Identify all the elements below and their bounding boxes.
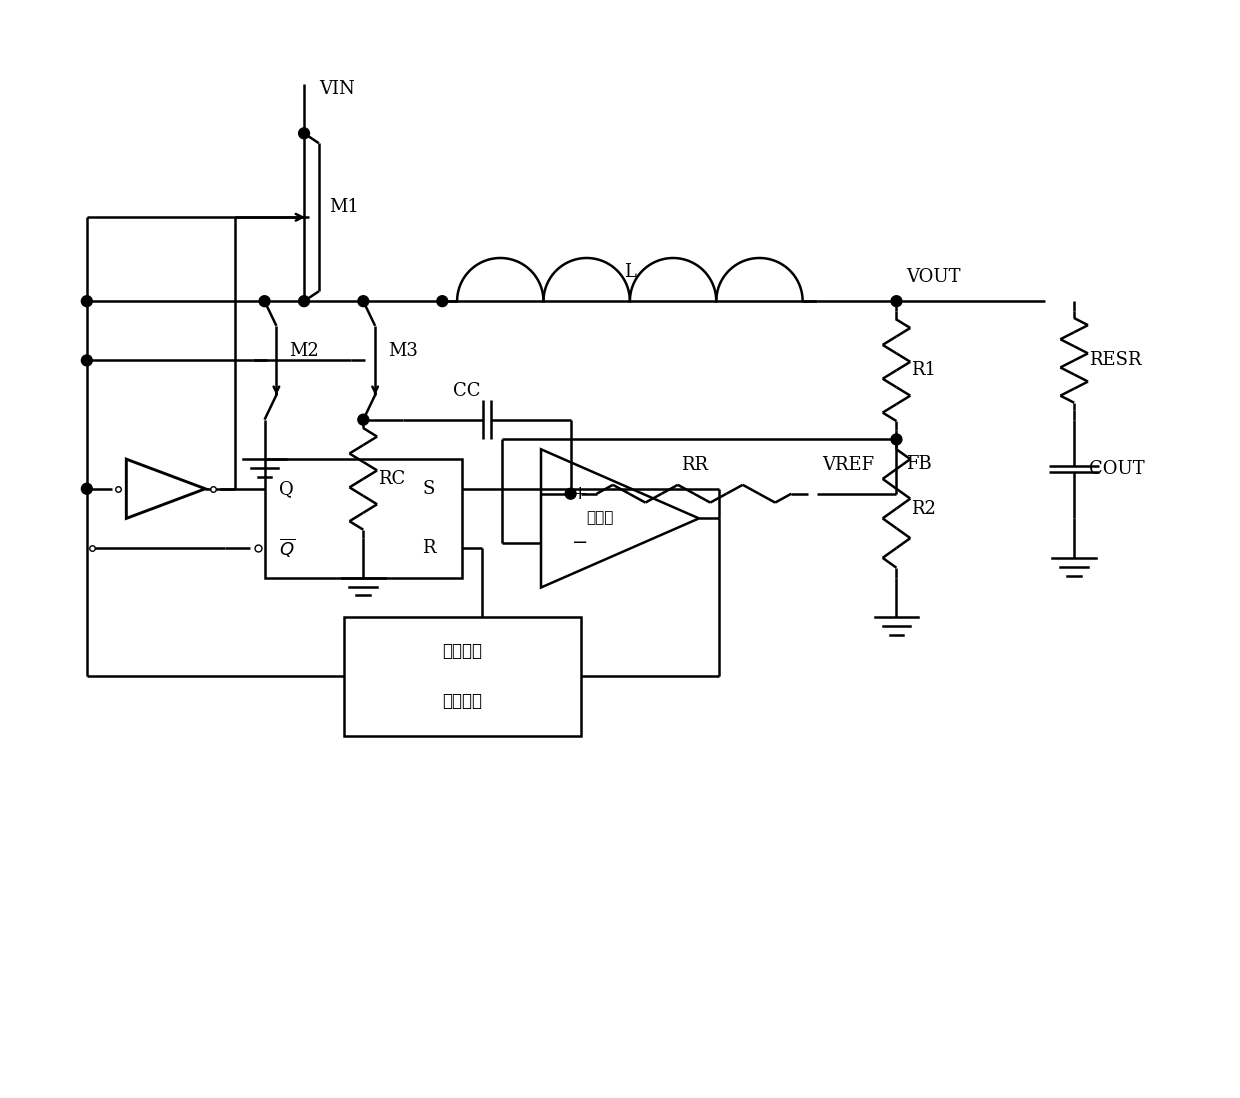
Text: FB: FB xyxy=(906,455,932,473)
Circle shape xyxy=(565,489,577,500)
Text: 比较器: 比较器 xyxy=(587,512,614,525)
Text: VOUT: VOUT xyxy=(906,268,961,287)
Text: M1: M1 xyxy=(329,199,358,216)
Text: VREF: VREF xyxy=(822,456,874,474)
Text: R1: R1 xyxy=(911,361,936,379)
Text: R2: R2 xyxy=(911,500,936,517)
Text: M3: M3 xyxy=(388,341,418,359)
Circle shape xyxy=(82,355,92,366)
Text: −: − xyxy=(573,534,589,552)
Circle shape xyxy=(358,414,368,425)
Circle shape xyxy=(82,483,92,494)
Text: $\overline{Q}$: $\overline{Q}$ xyxy=(279,537,295,559)
Text: R: R xyxy=(423,539,436,557)
Text: S: S xyxy=(423,480,435,497)
Text: 控制电路: 控制电路 xyxy=(441,693,482,709)
Circle shape xyxy=(299,295,310,306)
Circle shape xyxy=(358,295,368,306)
Text: RC: RC xyxy=(378,470,405,488)
Circle shape xyxy=(299,127,310,138)
Text: M2: M2 xyxy=(289,341,319,359)
Text: COUT: COUT xyxy=(1089,460,1145,478)
Circle shape xyxy=(892,434,901,445)
Bar xyxy=(343,617,580,736)
Text: 导通时间: 导通时间 xyxy=(441,643,482,660)
Bar xyxy=(264,459,463,578)
Circle shape xyxy=(436,295,448,306)
Circle shape xyxy=(82,295,92,306)
Text: RESR: RESR xyxy=(1089,351,1142,369)
Text: CC: CC xyxy=(453,382,481,400)
Text: L: L xyxy=(624,264,636,281)
Text: +: + xyxy=(572,484,589,503)
Text: RR: RR xyxy=(681,456,708,474)
Text: VIN: VIN xyxy=(319,80,355,98)
Circle shape xyxy=(892,295,901,306)
Text: Q: Q xyxy=(279,480,294,497)
Circle shape xyxy=(259,295,270,306)
